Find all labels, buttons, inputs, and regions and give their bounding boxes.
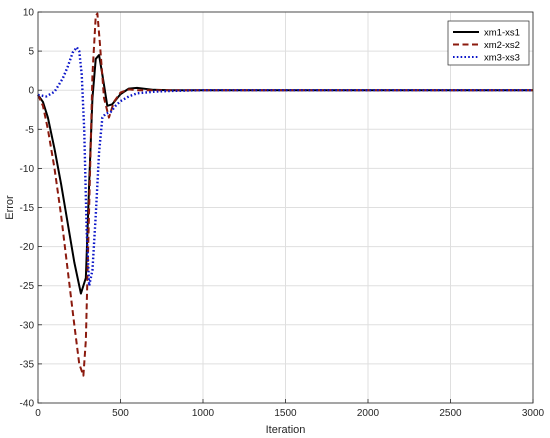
legend-label: xm2-xs2 xyxy=(484,40,520,51)
x-tick-label: 0 xyxy=(35,408,41,419)
x-tick-label: 500 xyxy=(112,408,129,419)
y-tick-label: 10 xyxy=(23,8,35,19)
x-tick-label: 1500 xyxy=(274,408,297,419)
y-tick-label: -20 xyxy=(20,242,35,253)
x-tick-label: 2000 xyxy=(357,408,380,419)
y-tick-label: -25 xyxy=(20,281,35,292)
x-tick-label: 2500 xyxy=(439,408,462,419)
y-tick-label: -40 xyxy=(20,399,35,410)
x-tick-label: 3000 xyxy=(522,408,545,419)
y-tick-label: -10 xyxy=(20,164,35,175)
y-tick-label: -30 xyxy=(20,320,35,331)
series-line-xm1-xs1 xyxy=(37,54,533,295)
y-tick-label: -35 xyxy=(20,359,35,370)
ticks: 0 500 1000 1500 2000 2500 3000 10 5 0 -5 -10 -15 -20 -… xyxy=(20,8,545,420)
y-tick-label: -15 xyxy=(20,203,35,214)
x-axis-label: Iteration xyxy=(266,424,306,436)
y-axis-label: Error xyxy=(4,195,16,220)
y-tick-label: 5 xyxy=(28,47,34,58)
series-line-xm2-xs2 xyxy=(37,12,533,377)
x-tick-label: 1000 xyxy=(192,408,215,419)
legend-label: xm3-xs3 xyxy=(484,53,520,64)
y-tick-label: -5 xyxy=(25,125,34,136)
y-tick-label: 0 xyxy=(28,86,34,97)
legend-label: xm1-xs1 xyxy=(484,28,520,39)
series-layer xyxy=(37,12,533,377)
